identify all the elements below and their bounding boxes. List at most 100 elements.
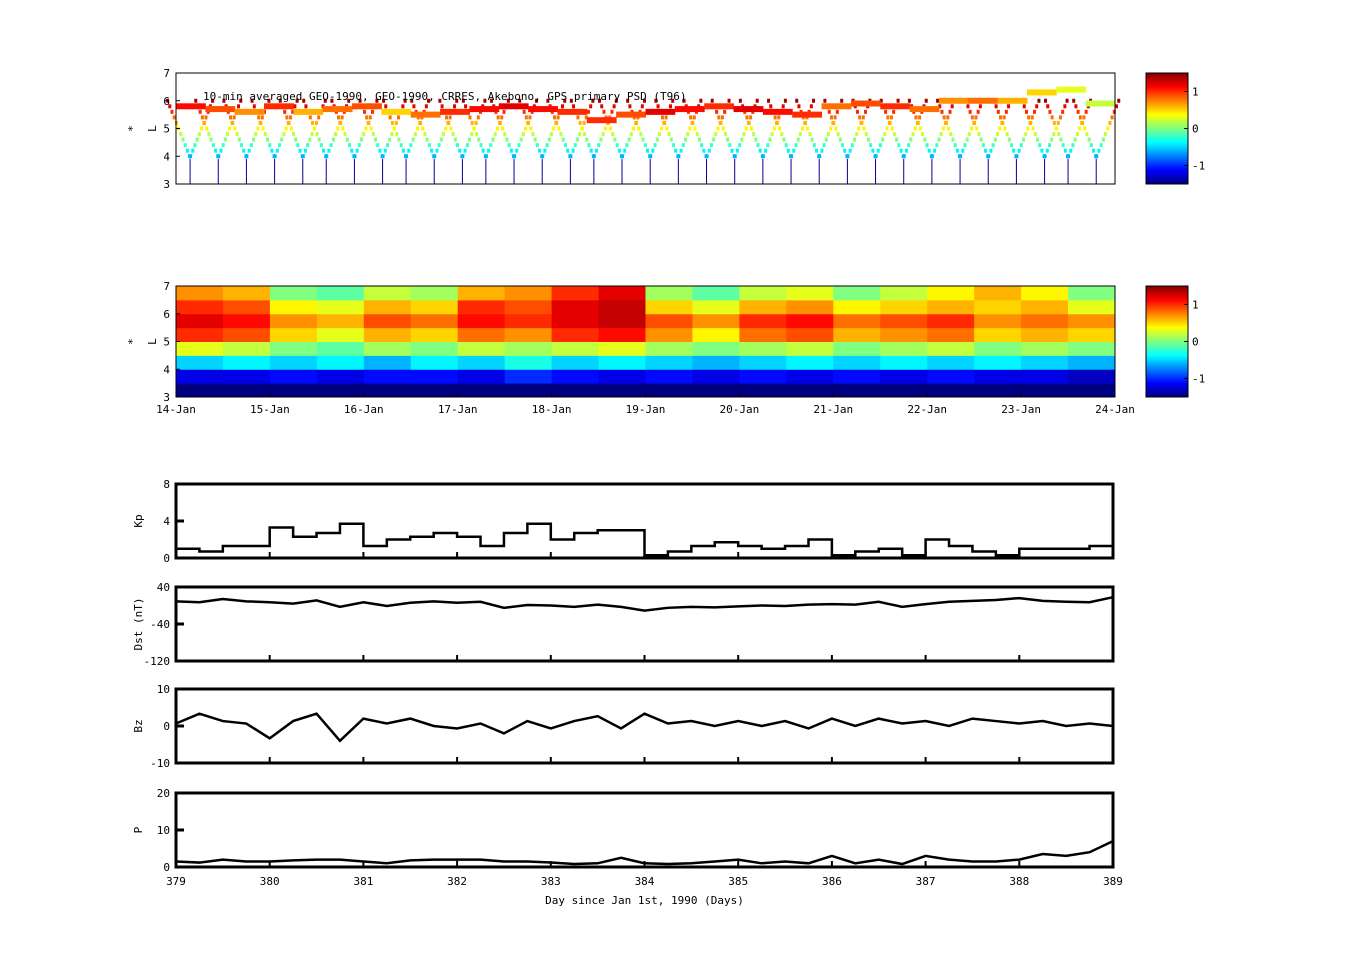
colorbar-cell	[1146, 310, 1188, 313]
orbit-point	[878, 143, 882, 148]
orbit-point	[390, 132, 394, 137]
orbit-point	[265, 137, 269, 142]
y-tick-label: 3	[163, 178, 170, 191]
heatmap-cell	[269, 383, 318, 398]
orbit-point	[533, 137, 537, 142]
orbit-point	[1024, 109, 1028, 114]
orbit-point	[812, 98, 816, 103]
orbit-point	[390, 120, 394, 125]
orbit-point	[535, 143, 539, 148]
orbit-point	[583, 132, 587, 137]
orbit-point	[911, 132, 915, 137]
heatmap-cell	[927, 313, 975, 329]
orbit-point	[994, 104, 998, 109]
orbit-point	[660, 115, 664, 120]
y-tick-label: 0	[163, 552, 170, 565]
orbit-point	[758, 148, 762, 153]
orbit-point	[277, 143, 281, 148]
geo-track-segment	[1026, 89, 1057, 96]
orbit-point	[974, 115, 978, 120]
orbit-point	[1005, 132, 1009, 137]
orbit-point	[362, 109, 366, 114]
orbit-point	[665, 126, 669, 131]
colorbar-cell	[1146, 163, 1188, 166]
orbit-point	[1003, 126, 1007, 131]
orbit-point	[507, 143, 511, 148]
orbit-point	[740, 137, 744, 142]
orbit-point	[1052, 120, 1056, 125]
orbit-point	[809, 104, 813, 109]
orbit-point	[339, 120, 343, 125]
orbit-point	[1075, 132, 1079, 137]
orbit-point	[668, 104, 672, 109]
colorbar-cell	[1146, 154, 1188, 157]
heatmap-cell	[316, 299, 365, 315]
heatmap-cell	[1068, 327, 1116, 342]
orbit-point	[350, 148, 354, 153]
heatmap-cell	[316, 327, 365, 342]
orbit-point	[302, 98, 306, 103]
orbit-point	[367, 120, 371, 125]
orbit-point	[410, 98, 414, 103]
orbit-point	[1057, 132, 1061, 137]
orbit-point	[193, 143, 197, 148]
orbit-point	[1071, 143, 1075, 148]
orbit-point	[1087, 137, 1091, 142]
orbit-point	[998, 126, 1002, 131]
orbit-point	[975, 126, 979, 131]
orbit-point	[424, 104, 428, 109]
orbit-point	[1050, 115, 1054, 120]
heatmap-cell	[692, 341, 740, 356]
orbit-point	[311, 120, 315, 125]
orbit-point	[641, 137, 645, 142]
colorbar-cell	[1146, 119, 1188, 122]
orbit-point	[331, 137, 335, 142]
plot-frame	[174, 687, 1115, 765]
orbit-point	[625, 143, 629, 148]
orbit-point	[784, 143, 788, 148]
colorbar-cell	[1146, 161, 1188, 165]
orbit-point	[401, 104, 405, 109]
colorbar-tick-label: -1	[1192, 373, 1205, 386]
colorbar-cell	[1146, 376, 1188, 379]
orbit-point	[801, 126, 805, 131]
y-tick-label: 3	[163, 391, 170, 404]
orbit-point	[515, 148, 519, 153]
heatmap-cell	[176, 286, 224, 301]
orbit-point	[438, 98, 442, 103]
colorbar-cell	[1146, 385, 1188, 389]
orbit-point	[358, 98, 362, 103]
orbit-point	[671, 143, 675, 148]
orbit-point	[768, 137, 772, 142]
heatmap-cell	[222, 313, 271, 329]
orbit-point	[1112, 109, 1116, 114]
orbit-point	[810, 137, 814, 142]
x-tick-label: 385	[728, 875, 748, 888]
geo-track-segment	[909, 106, 940, 113]
colorbar-cell	[1146, 126, 1188, 129]
orbit-point	[412, 104, 416, 109]
heatmap-cell	[739, 286, 787, 301]
y-tick-label: 7	[163, 280, 170, 293]
orbit-point	[674, 148, 678, 153]
orbit-point	[561, 137, 565, 142]
heatmap-cell	[692, 286, 740, 301]
heatmap-cell	[598, 383, 646, 398]
orbit-point	[1047, 143, 1051, 148]
orbit-point	[820, 148, 824, 153]
geo-track-segment	[557, 108, 588, 115]
heatmap-cell	[551, 313, 600, 329]
orbit-point	[855, 109, 859, 114]
orbit-point	[637, 126, 641, 131]
heatmap-cell	[598, 299, 646, 315]
heatmap-cell	[786, 369, 834, 384]
heatmap-cell	[222, 341, 271, 356]
heatmap-cell	[645, 286, 693, 301]
heatmap-cell	[410, 369, 459, 384]
orbit-point	[291, 132, 295, 137]
orbit-point	[557, 126, 561, 131]
orbit-point	[582, 120, 586, 125]
orbit-point	[944, 120, 948, 125]
heatmap-cell	[1068, 341, 1116, 356]
